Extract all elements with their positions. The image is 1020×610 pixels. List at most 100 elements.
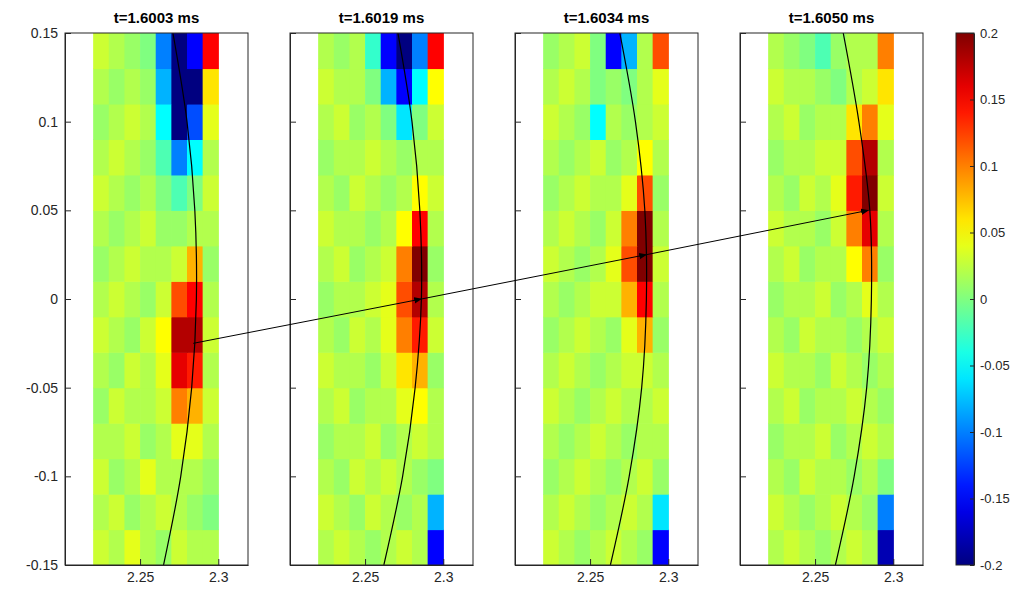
- heatmap-cell: [187, 530, 203, 565]
- heatmap-cell: [606, 210, 622, 246]
- heatmap-cell: [124, 494, 140, 530]
- heatmap-cell: [124, 139, 140, 175]
- heatmap-cell: [878, 139, 894, 175]
- tick-mark: [970, 33, 974, 34]
- heatmap-cell: [334, 281, 350, 317]
- heatmap-cell: [606, 139, 622, 175]
- panel: 2.252.3: [290, 33, 474, 585]
- heatmap-cell: [543, 33, 559, 69]
- heatmap-cell: [109, 175, 125, 211]
- heatmap-cell: [428, 210, 444, 246]
- heatmap-cell: [140, 388, 156, 424]
- heatmap-cell: [543, 246, 559, 282]
- heatmap-cell: [815, 175, 831, 211]
- heatmap-cell: [156, 317, 172, 353]
- heatmap-cell: [574, 68, 590, 104]
- heatmap-cell: [799, 352, 815, 388]
- heatmap-cell: [203, 459, 219, 495]
- heatmap-cell: [124, 281, 140, 317]
- heatmap-cell: [171, 459, 187, 495]
- heatmap-cell: [574, 104, 590, 140]
- heatmap-cell: [156, 139, 172, 175]
- tick-mark: [515, 476, 521, 477]
- tick-label: 2.25: [802, 569, 829, 585]
- x-axis: 2.252.3: [66, 559, 249, 585]
- heatmap-cell: [93, 175, 109, 211]
- heatmap-cell: [653, 139, 669, 175]
- heatmap-cell: [93, 68, 109, 104]
- heatmap-cell: [768, 68, 784, 104]
- heatmap-cell: [365, 494, 381, 530]
- heatmap-cell: [784, 459, 800, 495]
- heatmap-cell: [428, 352, 444, 388]
- heatmap-cell: [637, 246, 653, 282]
- heatmap-cell: [93, 210, 109, 246]
- tick-mark: [515, 299, 521, 300]
- heatmap-cell: [381, 494, 397, 530]
- heatmap-cell: [831, 423, 847, 459]
- heatmap-cell: [187, 494, 203, 530]
- heatmap-cell: [543, 317, 559, 353]
- heatmap-cell: [559, 139, 575, 175]
- tick-mark: [668, 559, 669, 565]
- tick: 2.25: [127, 559, 154, 585]
- tick-label: -0.1: [34, 468, 58, 484]
- tick-mark: [290, 476, 296, 477]
- heatmap-cell: [203, 246, 219, 282]
- tick: [290, 33, 296, 34]
- heatmap-cell: [349, 530, 365, 565]
- heatmap-cell: [349, 281, 365, 317]
- heatmap-cell: [203, 68, 219, 104]
- heatmap-cell: [171, 139, 187, 175]
- heatmap-cell: [349, 352, 365, 388]
- heatmap-cell: [381, 459, 397, 495]
- heatmap-cell: [559, 68, 575, 104]
- heatmap-cell: [365, 246, 381, 282]
- heatmap-cell: [124, 104, 140, 140]
- heatmap-cell: [365, 423, 381, 459]
- heatmap-cell: [396, 317, 412, 353]
- heatmap-cell: [637, 175, 653, 211]
- heatmap-cell: [93, 33, 109, 69]
- heatmap-cell: [318, 388, 334, 424]
- heatmap-cell: [109, 281, 125, 317]
- heatmap-cell: [653, 281, 669, 317]
- heatmap-cell: [559, 175, 575, 211]
- plot-area: [93, 33, 219, 565]
- heatmap-cell: [846, 530, 862, 565]
- tick-mark: [740, 565, 746, 566]
- heatmap-cell: [590, 317, 606, 353]
- tick: -0.15: [970, 491, 1010, 506]
- tick: 2.25: [577, 559, 604, 585]
- heatmap-cell: [93, 494, 109, 530]
- heatmap-cell: [606, 246, 622, 282]
- heatmap-cell: [784, 33, 800, 69]
- heatmap-cell: [349, 210, 365, 246]
- heatmap-cell: [381, 281, 397, 317]
- heatmap-cell: [171, 210, 187, 246]
- heatmap-cell: [862, 68, 878, 104]
- heatmap-cell: [846, 175, 862, 211]
- tick-mark: [290, 122, 296, 123]
- heatmap-cell: [412, 530, 428, 565]
- heatmap-cell: [831, 317, 847, 353]
- heatmap-cell: [831, 281, 847, 317]
- tick-mark: [740, 33, 746, 34]
- tick-mark: [65, 476, 71, 477]
- heatmap-cell: [109, 68, 125, 104]
- heatmap-cell: [574, 352, 590, 388]
- panel: 2.252.3: [515, 33, 699, 585]
- colorbar-ramp: [956, 33, 974, 565]
- heatmap-cell: [799, 530, 815, 565]
- heatmap-cell: [799, 317, 815, 353]
- heatmap-cell: [799, 33, 815, 69]
- heatmap-cell: [187, 281, 203, 317]
- tick: [290, 122, 296, 123]
- tick-mark: [290, 210, 296, 211]
- heatmap-cell: [140, 104, 156, 140]
- heatmap-cell: [574, 530, 590, 565]
- heatmap-cell: [334, 104, 350, 140]
- heatmap-cell: [318, 68, 334, 104]
- heatmap-cell: [109, 210, 125, 246]
- tick-mark: [740, 122, 746, 123]
